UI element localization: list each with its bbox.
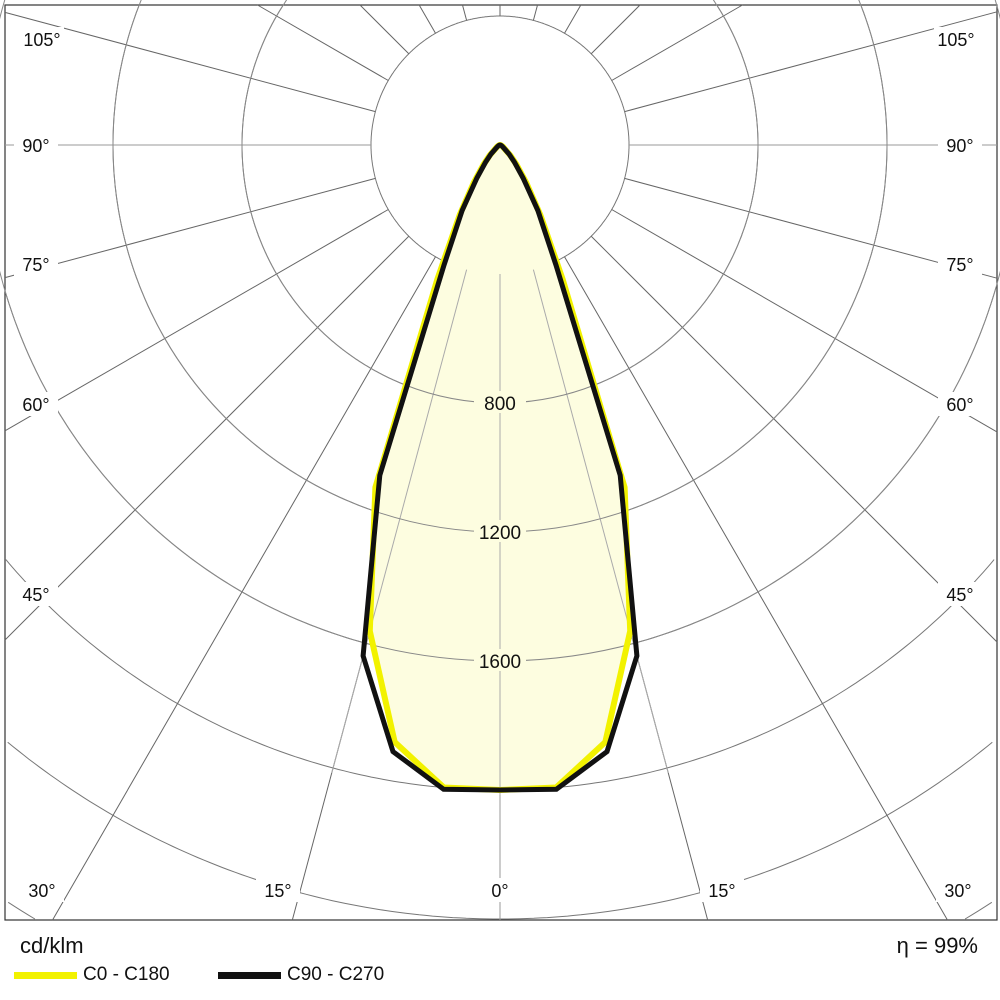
- angle-label-bg: [14, 582, 58, 606]
- grid-radial-line: [331, 269, 468, 773]
- angle-label-bg: [936, 878, 980, 902]
- angle-label: 45°: [22, 585, 49, 605]
- grid-radial-line: [532, 4, 538, 21]
- angle-label: 15°: [708, 881, 735, 901]
- grid-radial-line: [462, 4, 468, 21]
- angle-label: 90°: [22, 136, 49, 156]
- grid-radial-line: [418, 4, 436, 34]
- angle-label: 60°: [946, 395, 973, 415]
- radial-label-bg: [474, 391, 526, 413]
- angle-label: 75°: [22, 255, 49, 275]
- grid-radial-line: [590, 4, 641, 55]
- grid-radial-line: [4, 177, 376, 279]
- radial-label-bg: [474, 520, 526, 542]
- radial-label: 800: [484, 394, 516, 415]
- angle-label-bg: [478, 878, 522, 902]
- angle-label: 30°: [944, 881, 971, 901]
- angle-label: 60°: [22, 395, 49, 415]
- angle-label-bg: [14, 252, 58, 276]
- angle-label-bg: [256, 878, 300, 902]
- unit-label: cd/klm: [20, 933, 84, 958]
- angle-label-bg: [14, 392, 58, 416]
- radial-label-bg: [474, 649, 526, 671]
- grid-radial-line: [4, 235, 410, 641]
- grid-radial-line: [257, 4, 389, 81]
- grid-radial-line: [532, 269, 669, 773]
- angle-label: 75°: [946, 255, 973, 275]
- radial-label: 1600: [479, 652, 521, 673]
- grid-ring: [5, 559, 500, 791]
- angle-label: 0°: [491, 881, 508, 901]
- angle-label: 90°: [946, 136, 973, 156]
- angle-label: 45°: [946, 585, 973, 605]
- legend-item-c90-c270: C90 - C270: [218, 964, 384, 986]
- angle-label-bg: [20, 27, 64, 51]
- grid-ring: [500, 741, 993, 920]
- grid-radial-line: [4, 209, 389, 432]
- grid-radial-line: [611, 4, 743, 81]
- grid-radial-line: [624, 177, 998, 279]
- grid-radial-line: [52, 256, 436, 921]
- angle-label-bg: [934, 27, 978, 51]
- angle-label-bg: [938, 133, 982, 157]
- legend-label: C0 - C180: [83, 964, 170, 985]
- angle-label-bg: [14, 133, 58, 157]
- angle-label: 105°: [937, 30, 974, 50]
- grid-radial-line: [4, 11, 376, 113]
- angle-label: 30°: [28, 881, 55, 901]
- series-c90-c270: [360, 142, 640, 793]
- grid-radial-line: [590, 235, 998, 643]
- grid-radial-line: [611, 209, 998, 433]
- legend-swatch-yellow: [14, 971, 77, 979]
- angle-label-bg: [20, 878, 64, 902]
- grid-radial-line: [564, 4, 582, 34]
- legend-label: C90 - C270: [287, 964, 385, 985]
- angle-label-bg: [938, 252, 982, 276]
- grid-radial-line: [564, 256, 948, 921]
- angle-label: 105°: [23, 30, 60, 50]
- polar-chart: 800 1200 1600 0° 15° 15° 30° 30° 45° 45° 60° 60° 75°…: [0, 0, 1000, 921]
- angle-label-bg: [938, 582, 982, 606]
- legend-swatch-black: [218, 971, 281, 979]
- grid-ring: [964, 901, 993, 920]
- angle-label: 15°: [264, 881, 291, 901]
- angle-label-bg: [938, 392, 982, 416]
- efficiency-label: η = 99%: [896, 933, 978, 958]
- grid-radial-line: [359, 4, 410, 55]
- radial-label: 1200: [479, 523, 521, 544]
- grid-ring: [7, 741, 500, 920]
- grid-ring: [500, 559, 995, 791]
- grid-ring: [7, 901, 36, 920]
- angle-label-bg: [700, 878, 744, 902]
- legend-item-c0-c180: C0 - C180: [14, 964, 170, 986]
